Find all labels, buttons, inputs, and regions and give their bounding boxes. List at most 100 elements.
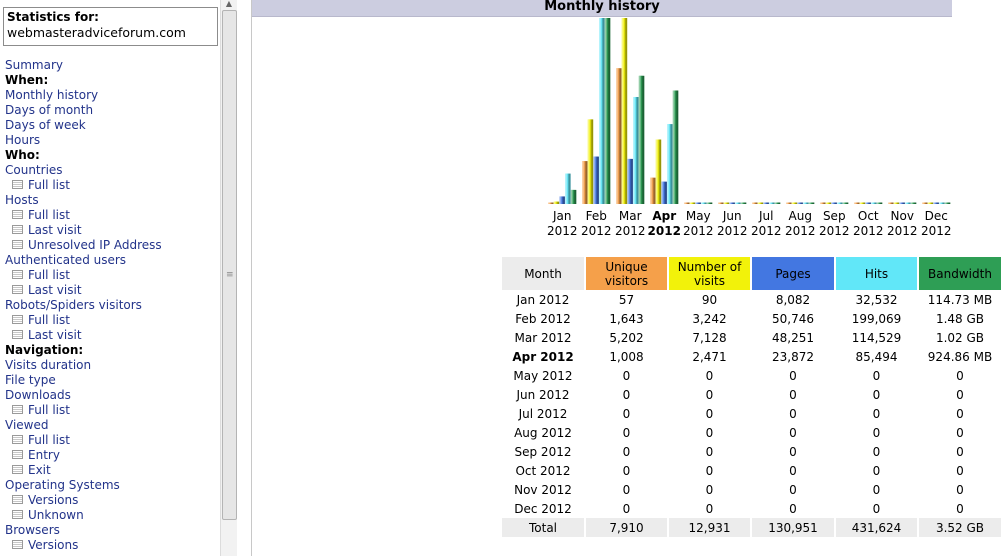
bar-shading [701, 202, 707, 204]
bar-shading [565, 173, 571, 204]
table-row: Feb 2012 1,643 3,242 50,746 199,069 1.48 GB [502, 309, 1001, 328]
table-cell-bandwidth: 0 [956, 387, 964, 402]
sidebar-link-label[interactable]: Last visit [28, 283, 82, 297]
sidebar-item-robots-spiders[interactable]: Robots/Spiders visitors [5, 298, 162, 313]
sidebar-link-label[interactable]: Full list [28, 313, 70, 327]
sidebar-link-label[interactable]: Monthly history [5, 88, 99, 102]
sidebar-link-label[interactable]: Viewed [5, 418, 49, 432]
bar-shading [876, 202, 883, 204]
sidebar-item-file-type[interactable]: File type [5, 373, 162, 388]
sidebar-link-label[interactable]: Versions [28, 538, 79, 552]
sidebar-link-label[interactable]: Days of month [5, 103, 94, 117]
sidebar-item-robots-last-visit[interactable]: Last visit [5, 328, 162, 343]
sidebar-link-label[interactable]: Full list [28, 433, 70, 447]
bar-shading [582, 161, 588, 204]
sidebar-item-viewed-full-list[interactable]: Full list [5, 433, 162, 448]
sidebar-item-browsers[interactable]: Browsers [5, 523, 162, 538]
bar-shading [865, 202, 871, 204]
table-cell-hits: 0 [872, 444, 881, 459]
sidebar-item-countries-full-list[interactable]: Full list [5, 178, 162, 193]
x-tick-label: 2012 [887, 224, 918, 238]
table-cell-hits: 0 [872, 463, 881, 478]
sidebar-item-monthly-history[interactable]: Monthly history [5, 88, 162, 103]
sidebar-link-label[interactable]: Days of week [5, 118, 86, 132]
statistics-for-label: Statistics for: [7, 10, 99, 24]
sidebar-item-unresolved-ip[interactable]: Unresolved IP Address [5, 238, 162, 253]
table-cell-pages: 0 [789, 406, 797, 421]
sidebar-link-label[interactable]: Entry [28, 448, 60, 462]
sidebar-item-operating-systems[interactable]: Operating Systems [5, 478, 162, 493]
sidebar-link-label[interactable]: Browsers [5, 523, 60, 537]
table-cell-hits: 0 [872, 425, 881, 440]
sidebar-item-visits-duration[interactable]: Visits duration [5, 358, 162, 373]
scrollbar-thumb[interactable]: ≡ [222, 10, 237, 520]
x-tick-label: 2012 [785, 224, 816, 238]
sidebar-item-os-unknown[interactable]: Unknown [5, 508, 162, 523]
table-cell-month: Nov 2012 [514, 482, 572, 497]
sidebar-link-label[interactable]: Last visit [28, 328, 82, 342]
sidebar-link-label[interactable]: Full list [28, 178, 70, 192]
sidebar-item-hosts-last-visit[interactable]: Last visit [5, 223, 162, 238]
sidebar-link-label[interactable]: Downloads [5, 388, 71, 402]
sidebar-link-label[interactable]: Unknown [28, 508, 84, 522]
list-page-icon [12, 225, 23, 234]
sidebar-link-label[interactable]: Last visit [28, 223, 82, 237]
sidebar-link-label[interactable]: Authenticated users [5, 253, 127, 267]
sidebar-item-days-of-month[interactable]: Days of month [5, 103, 162, 118]
sidebar-item-downloads-full-list[interactable]: Full list [5, 403, 162, 418]
sidebar-link-label[interactable]: Unresolved IP Address [28, 238, 162, 252]
x-tick-label: 2012 [921, 224, 952, 238]
x-tick-label: 2012 [717, 224, 748, 238]
sidebar-link-label[interactable]: Visits duration [5, 358, 92, 372]
sidebar-item-auth-full-list[interactable]: Full list [5, 268, 162, 283]
sidebar-link-label[interactable]: Hosts [5, 193, 39, 207]
sidebar-item-viewed-exit[interactable]: Exit [5, 463, 162, 478]
table-row: Apr 2012 1,008 2,471 23,872 85,494 924.86 MB [502, 347, 1001, 366]
sidebar-link-label[interactable]: Full list [28, 208, 70, 222]
sidebar-item-hosts-full-list[interactable]: Full list [5, 208, 162, 223]
sidebar-link-label[interactable]: Hours [5, 133, 41, 147]
sidebar-item-robots-full-list[interactable]: Full list [5, 313, 162, 328]
sidebar-link-label[interactable]: Full list [28, 268, 70, 282]
sidebar-item-auth-last-visit[interactable]: Last visit [5, 283, 162, 298]
sidebar-link-label[interactable]: Exit [28, 463, 51, 477]
sidebar-item-viewed-entry[interactable]: Entry [5, 448, 162, 463]
table-cell-unique-visitors: 0 [622, 444, 631, 459]
sidebar-link-label[interactable]: Full list [28, 403, 70, 417]
table-cell-number-of-visits: 2,471 [692, 349, 727, 364]
table-cell-number-of-visits: 90 [701, 292, 718, 307]
sidebar-link-label[interactable]: File type [5, 373, 56, 387]
x-tick-label: 2012 [648, 224, 681, 238]
column-header-unique-visitors: Unique visitors [586, 257, 667, 290]
sidebar-link-label[interactable]: Operating Systems [5, 478, 120, 492]
sidebar-item-browsers-versions[interactable]: Versions [5, 538, 162, 553]
sidebar-item-downloads[interactable]: Downloads [5, 388, 162, 403]
bar-shading [763, 202, 769, 204]
sidebar-section-header: When: [5, 73, 49, 87]
table-cell-unique-visitors: 57 [618, 292, 635, 307]
sidebar-link-label[interactable]: Countries [5, 163, 63, 177]
sidebar-item-os-versions[interactable]: Versions [5, 493, 162, 508]
sidebar-item-days-of-week[interactable]: Days of week [5, 118, 162, 133]
total-cell-hits: 431,624 [836, 518, 917, 537]
sidebar-item-summary[interactable]: Summary [5, 58, 162, 73]
sidebar-link-label[interactable]: Summary [5, 58, 63, 72]
sidebar-item-viewed[interactable]: Viewed [5, 418, 162, 433]
sidebar-item-hosts[interactable]: Hosts [5, 193, 162, 208]
scroll-up-arrow-icon[interactable]: ▲ [225, 0, 233, 8]
left-frame-scrollbar[interactable]: ▲ ≡ [220, 0, 237, 556]
list-page-icon [12, 510, 23, 519]
bar-shading [933, 202, 939, 204]
sidebar-item-authenticated-users[interactable]: Authenticated users [5, 253, 162, 268]
sidebar-item-when: When: [5, 73, 162, 88]
total-row: Total 7,910 12,931 130,951 431,624 3.52 GB [502, 518, 1001, 537]
sidebar-link-label[interactable]: Versions [28, 493, 79, 507]
sidebar-link-label[interactable]: Robots/Spiders visitors [5, 298, 142, 312]
sidebar-item-hours[interactable]: Hours [5, 133, 162, 148]
list-page-icon [12, 465, 23, 474]
list-page-icon [12, 240, 23, 249]
table-cell-bandwidth: 0 [956, 482, 964, 497]
x-tick-label: Aug [789, 209, 812, 223]
sidebar-item-countries[interactable]: Countries [5, 163, 162, 178]
x-tick-label: 2012 [751, 224, 782, 238]
